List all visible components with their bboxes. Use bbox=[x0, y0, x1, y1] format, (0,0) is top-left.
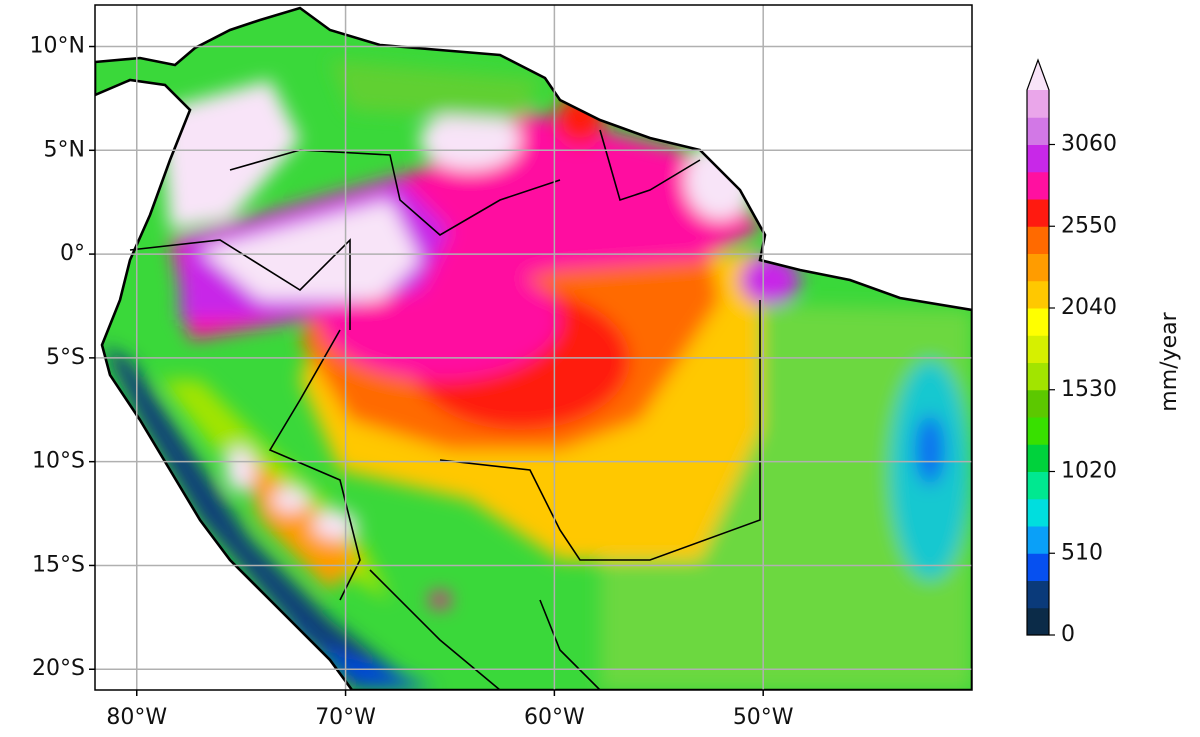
colorbar-tick-label: 2550 bbox=[1061, 213, 1117, 238]
colorbar-tick-label: 1020 bbox=[1061, 459, 1117, 484]
colorbar-frame bbox=[1026, 58, 1050, 636]
x-tick-label: 70°W bbox=[315, 705, 376, 730]
colorbar-extend bbox=[1027, 60, 1049, 90]
colorbar-band bbox=[1027, 362, 1049, 391]
border bbox=[599, 129, 701, 202]
border bbox=[129, 238, 351, 330]
colorbar-band bbox=[1027, 444, 1049, 472]
colorbar-band bbox=[1027, 471, 1049, 500]
y-tick-label: 5°S bbox=[46, 345, 85, 370]
x-tick-label: 80°W bbox=[106, 705, 167, 730]
y-tick-label: 0° bbox=[60, 241, 85, 266]
border bbox=[369, 569, 601, 690]
colorbar-band bbox=[1027, 117, 1049, 145]
y-tick-label: 10°S bbox=[32, 449, 85, 474]
colorbar-band bbox=[1027, 226, 1049, 254]
y-tick-label: 10°N bbox=[30, 34, 85, 59]
colorbar-band bbox=[1027, 607, 1049, 636]
colorbar-tick-label: 1530 bbox=[1061, 377, 1117, 402]
colorbar-band bbox=[1027, 308, 1049, 336]
colorbar-band bbox=[1027, 417, 1049, 445]
colorbar-band bbox=[1027, 580, 1049, 609]
colorbar-tick-label: 3060 bbox=[1061, 132, 1117, 157]
border bbox=[268, 329, 361, 601]
colorbar-label: mm/year bbox=[1157, 311, 1182, 411]
colorbar-band bbox=[1027, 199, 1049, 227]
y-tick-label: 20°S bbox=[32, 656, 85, 681]
colorbar-band bbox=[1027, 526, 1049, 554]
colorbar-band bbox=[1027, 498, 1049, 527]
colorbar-tick-label: 510 bbox=[1061, 540, 1103, 565]
colorbar-band bbox=[1027, 389, 1049, 418]
colorbar-band bbox=[1027, 90, 1049, 118]
axes-frame bbox=[94, 4, 973, 691]
x-tick-label: 50°W bbox=[733, 705, 794, 730]
y-tick-label: 15°S bbox=[32, 552, 85, 577]
colorbar-band bbox=[1027, 171, 1049, 200]
colorbar-band bbox=[1027, 553, 1049, 581]
colorbar-band bbox=[1027, 280, 1049, 309]
y-tick-label: 5°N bbox=[44, 137, 85, 162]
colorbar-band bbox=[1027, 144, 1049, 173]
colorbar-band bbox=[1027, 253, 1049, 282]
colorbar-tick-label: 0 bbox=[1061, 622, 1075, 647]
x-tick-label: 60°W bbox=[524, 705, 585, 730]
colorbar-band bbox=[1027, 335, 1049, 363]
border bbox=[439, 300, 761, 561]
colorbar-tick-label: 2040 bbox=[1061, 295, 1117, 320]
map-area bbox=[95, 5, 972, 690]
